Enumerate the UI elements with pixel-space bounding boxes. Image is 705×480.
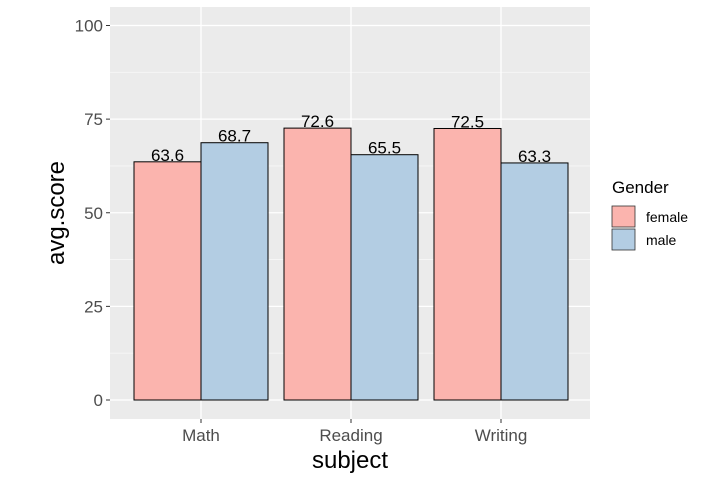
data-label-male-writing: 63.3 [518,147,551,166]
y-tick-label: 0 [94,391,103,410]
x-axis-title: subject [312,447,388,474]
y-axis: 0 25 50 75 100 [75,17,110,410]
bar-male-writing [500,162,569,401]
legend-label-female: female [646,209,688,225]
y-tick-label: 75 [84,110,103,129]
legend-title: Gender [612,178,669,197]
bar-female-writing [433,127,502,401]
y-tick-label: 50 [84,204,103,223]
data-label-female-writing: 72.5 [451,112,484,131]
data-label-male-reading: 65.5 [368,139,401,158]
bar-female-math [133,161,202,401]
y-tick-label: 100 [75,17,103,36]
bar-male-reading [350,154,419,401]
x-tick-label: Writing [475,426,528,445]
data-label-female-math: 63.6 [151,146,184,165]
data-labels: 63.6 68.7 72.6 65.5 72.5 63.3 [151,112,551,166]
data-label-female-reading: 72.6 [301,112,334,131]
y-axis-title: avg.score [43,161,70,265]
legend-key-female [611,205,636,228]
bar-male-math [200,142,269,401]
legend-key-male [611,228,636,251]
legend-label-male: male [646,232,677,248]
legend: Gender female male [611,178,688,251]
bars [133,127,569,401]
x-tick-label: Reading [319,426,382,445]
data-label-male-math: 68.7 [218,127,251,146]
x-tick-label: Math [182,426,220,445]
y-tick-label: 25 [84,297,103,316]
x-axis: Math Reading Writing [182,419,527,445]
bar-female-reading [283,127,352,401]
